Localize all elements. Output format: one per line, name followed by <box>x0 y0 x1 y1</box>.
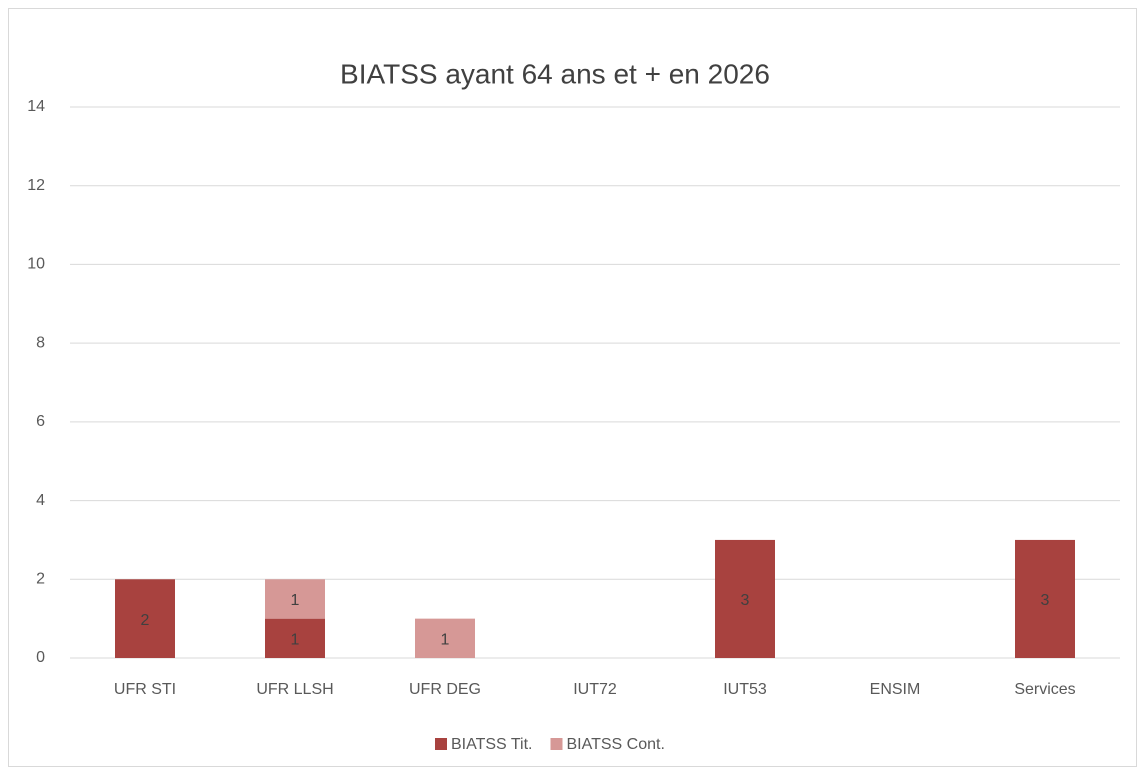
chart-frame <box>8 8 1137 767</box>
y-tick-label: 12 <box>27 177 45 194</box>
x-tick-label: IUT53 <box>723 681 767 698</box>
data-label: 1 <box>441 632 450 649</box>
bar-segment <box>115 579 175 658</box>
data-label: 1 <box>291 592 300 609</box>
bar-segment <box>265 579 325 619</box>
bar-segment <box>715 539 775 658</box>
legend-label: BIATSS Tit. <box>451 736 533 753</box>
bar-segment <box>1015 539 1075 658</box>
y-tick-label: 10 <box>27 256 45 273</box>
data-label: 3 <box>741 592 750 609</box>
y-tick-label: 8 <box>36 334 45 351</box>
y-tick-label: 6 <box>36 413 45 430</box>
legend-label: BIATSS Cont. <box>567 736 665 753</box>
y-tick-label: 14 <box>27 98 45 115</box>
bar-segment <box>265 618 325 658</box>
y-tick-label: 4 <box>36 492 45 509</box>
x-tick-label: ENSIM <box>870 681 921 698</box>
data-label: 1 <box>291 632 300 649</box>
x-tick-label: UFR DEG <box>409 681 481 698</box>
x-tick-label: UFR STI <box>114 681 176 698</box>
y-tick-label: 2 <box>36 571 45 588</box>
x-tick-label: IUT72 <box>573 681 617 698</box>
y-tick-label: 0 <box>36 649 45 666</box>
legend-swatch <box>435 738 447 750</box>
x-tick-label: Services <box>1014 681 1075 698</box>
x-tick-label: UFR LLSH <box>256 681 333 698</box>
chart-title: BIATSS ayant 64 ans et + en 2026 <box>340 58 770 89</box>
legend-swatch <box>550 738 563 750</box>
bar-segment <box>415 618 475 658</box>
data-label: 2 <box>141 612 150 629</box>
data-label: 3 <box>1041 592 1050 609</box>
